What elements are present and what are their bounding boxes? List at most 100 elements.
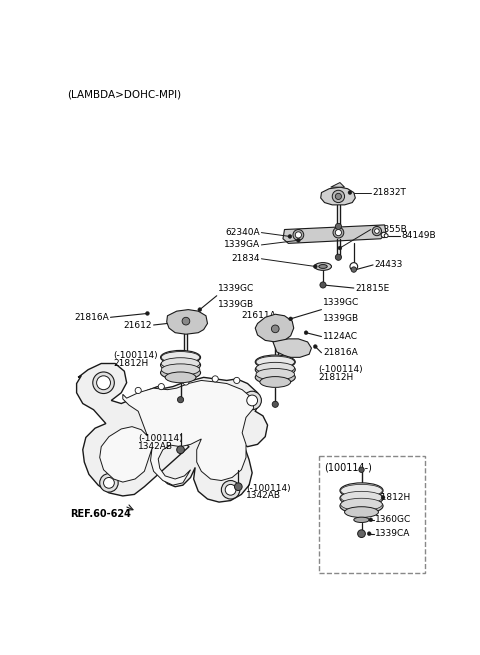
Circle shape bbox=[100, 474, 118, 492]
Circle shape bbox=[225, 485, 236, 495]
Bar bbox=[319, 456, 425, 573]
Circle shape bbox=[183, 379, 189, 385]
Circle shape bbox=[212, 376, 218, 382]
Circle shape bbox=[93, 372, 114, 394]
Ellipse shape bbox=[160, 350, 201, 364]
Circle shape bbox=[198, 308, 202, 312]
Circle shape bbox=[304, 331, 308, 335]
Circle shape bbox=[158, 384, 164, 390]
Circle shape bbox=[182, 317, 190, 325]
Circle shape bbox=[313, 345, 317, 348]
Polygon shape bbox=[77, 364, 267, 502]
Circle shape bbox=[374, 229, 379, 233]
Circle shape bbox=[381, 233, 386, 238]
Text: 21611A: 21611A bbox=[241, 311, 276, 320]
Text: REF.60-624: REF.60-624 bbox=[71, 510, 132, 519]
Polygon shape bbox=[283, 225, 386, 244]
Circle shape bbox=[348, 191, 352, 195]
Text: 21832T: 21832T bbox=[372, 188, 406, 197]
Circle shape bbox=[243, 391, 262, 409]
Circle shape bbox=[295, 232, 301, 238]
Text: 1339GC: 1339GC bbox=[323, 297, 359, 307]
Text: (-100114): (-100114) bbox=[318, 365, 363, 374]
Circle shape bbox=[271, 325, 279, 333]
Circle shape bbox=[384, 234, 388, 238]
Ellipse shape bbox=[161, 364, 200, 375]
Circle shape bbox=[145, 312, 149, 315]
Circle shape bbox=[336, 254, 341, 260]
Circle shape bbox=[293, 229, 304, 240]
Text: (100114-): (100114-) bbox=[324, 462, 372, 472]
Circle shape bbox=[332, 190, 345, 202]
Text: (-100114): (-100114) bbox=[246, 484, 290, 493]
Ellipse shape bbox=[161, 358, 200, 369]
Text: 24433: 24433 bbox=[374, 261, 403, 269]
Circle shape bbox=[178, 397, 184, 403]
Text: (LAMBDA>DOHC-MPI): (LAMBDA>DOHC-MPI) bbox=[67, 89, 181, 100]
Circle shape bbox=[367, 532, 371, 536]
Text: 21812H: 21812H bbox=[318, 373, 354, 382]
Text: 1339GB: 1339GB bbox=[218, 301, 254, 309]
Ellipse shape bbox=[354, 517, 369, 523]
Ellipse shape bbox=[256, 362, 295, 374]
Polygon shape bbox=[273, 339, 312, 358]
Circle shape bbox=[177, 446, 184, 454]
Polygon shape bbox=[321, 187, 355, 205]
Text: 21834: 21834 bbox=[231, 254, 260, 263]
Polygon shape bbox=[331, 183, 345, 187]
Ellipse shape bbox=[341, 498, 382, 510]
Ellipse shape bbox=[256, 369, 295, 380]
Circle shape bbox=[288, 234, 292, 238]
Ellipse shape bbox=[256, 356, 295, 367]
Text: 21812H: 21812H bbox=[375, 493, 410, 502]
Polygon shape bbox=[255, 314, 294, 342]
Circle shape bbox=[333, 227, 344, 238]
Circle shape bbox=[351, 267, 357, 272]
Text: (-100114): (-100114) bbox=[114, 351, 158, 360]
Text: 1339CA: 1339CA bbox=[375, 529, 411, 538]
Ellipse shape bbox=[260, 377, 291, 387]
Circle shape bbox=[297, 238, 300, 242]
Text: 62340A: 62340A bbox=[225, 228, 260, 237]
Circle shape bbox=[247, 395, 258, 406]
Circle shape bbox=[336, 193, 341, 200]
Text: 21816A: 21816A bbox=[74, 313, 109, 322]
Ellipse shape bbox=[340, 491, 383, 506]
Ellipse shape bbox=[341, 485, 382, 496]
Text: (-100114): (-100114) bbox=[138, 434, 183, 443]
Circle shape bbox=[272, 402, 278, 407]
Text: 1339GA: 1339GA bbox=[224, 240, 260, 250]
Circle shape bbox=[358, 530, 365, 538]
Text: 1360GC: 1360GC bbox=[375, 515, 412, 524]
Polygon shape bbox=[167, 310, 207, 334]
Text: 21815E: 21815E bbox=[355, 284, 390, 293]
Ellipse shape bbox=[255, 371, 295, 384]
Circle shape bbox=[350, 263, 358, 271]
Text: 84149B: 84149B bbox=[402, 231, 436, 240]
Circle shape bbox=[289, 317, 293, 321]
Circle shape bbox=[234, 377, 240, 384]
Ellipse shape bbox=[161, 352, 200, 363]
Circle shape bbox=[320, 282, 326, 288]
Ellipse shape bbox=[340, 498, 383, 514]
Ellipse shape bbox=[345, 507, 378, 517]
Text: 1342AB: 1342AB bbox=[246, 491, 281, 500]
Circle shape bbox=[336, 229, 341, 236]
Circle shape bbox=[359, 467, 364, 472]
Ellipse shape bbox=[314, 263, 332, 271]
Ellipse shape bbox=[319, 265, 327, 269]
Circle shape bbox=[104, 477, 114, 488]
Text: 21612: 21612 bbox=[123, 320, 152, 329]
Circle shape bbox=[221, 481, 240, 499]
Ellipse shape bbox=[160, 365, 201, 380]
Circle shape bbox=[96, 376, 110, 390]
Circle shape bbox=[135, 387, 141, 394]
Ellipse shape bbox=[340, 483, 383, 498]
Circle shape bbox=[372, 227, 382, 236]
Text: 1339GC: 1339GC bbox=[218, 284, 254, 293]
Ellipse shape bbox=[255, 355, 295, 369]
Text: 1342AB: 1342AB bbox=[138, 442, 173, 451]
Text: 1339GB: 1339GB bbox=[323, 314, 359, 323]
Circle shape bbox=[338, 246, 342, 250]
Text: 21855B: 21855B bbox=[372, 225, 407, 234]
